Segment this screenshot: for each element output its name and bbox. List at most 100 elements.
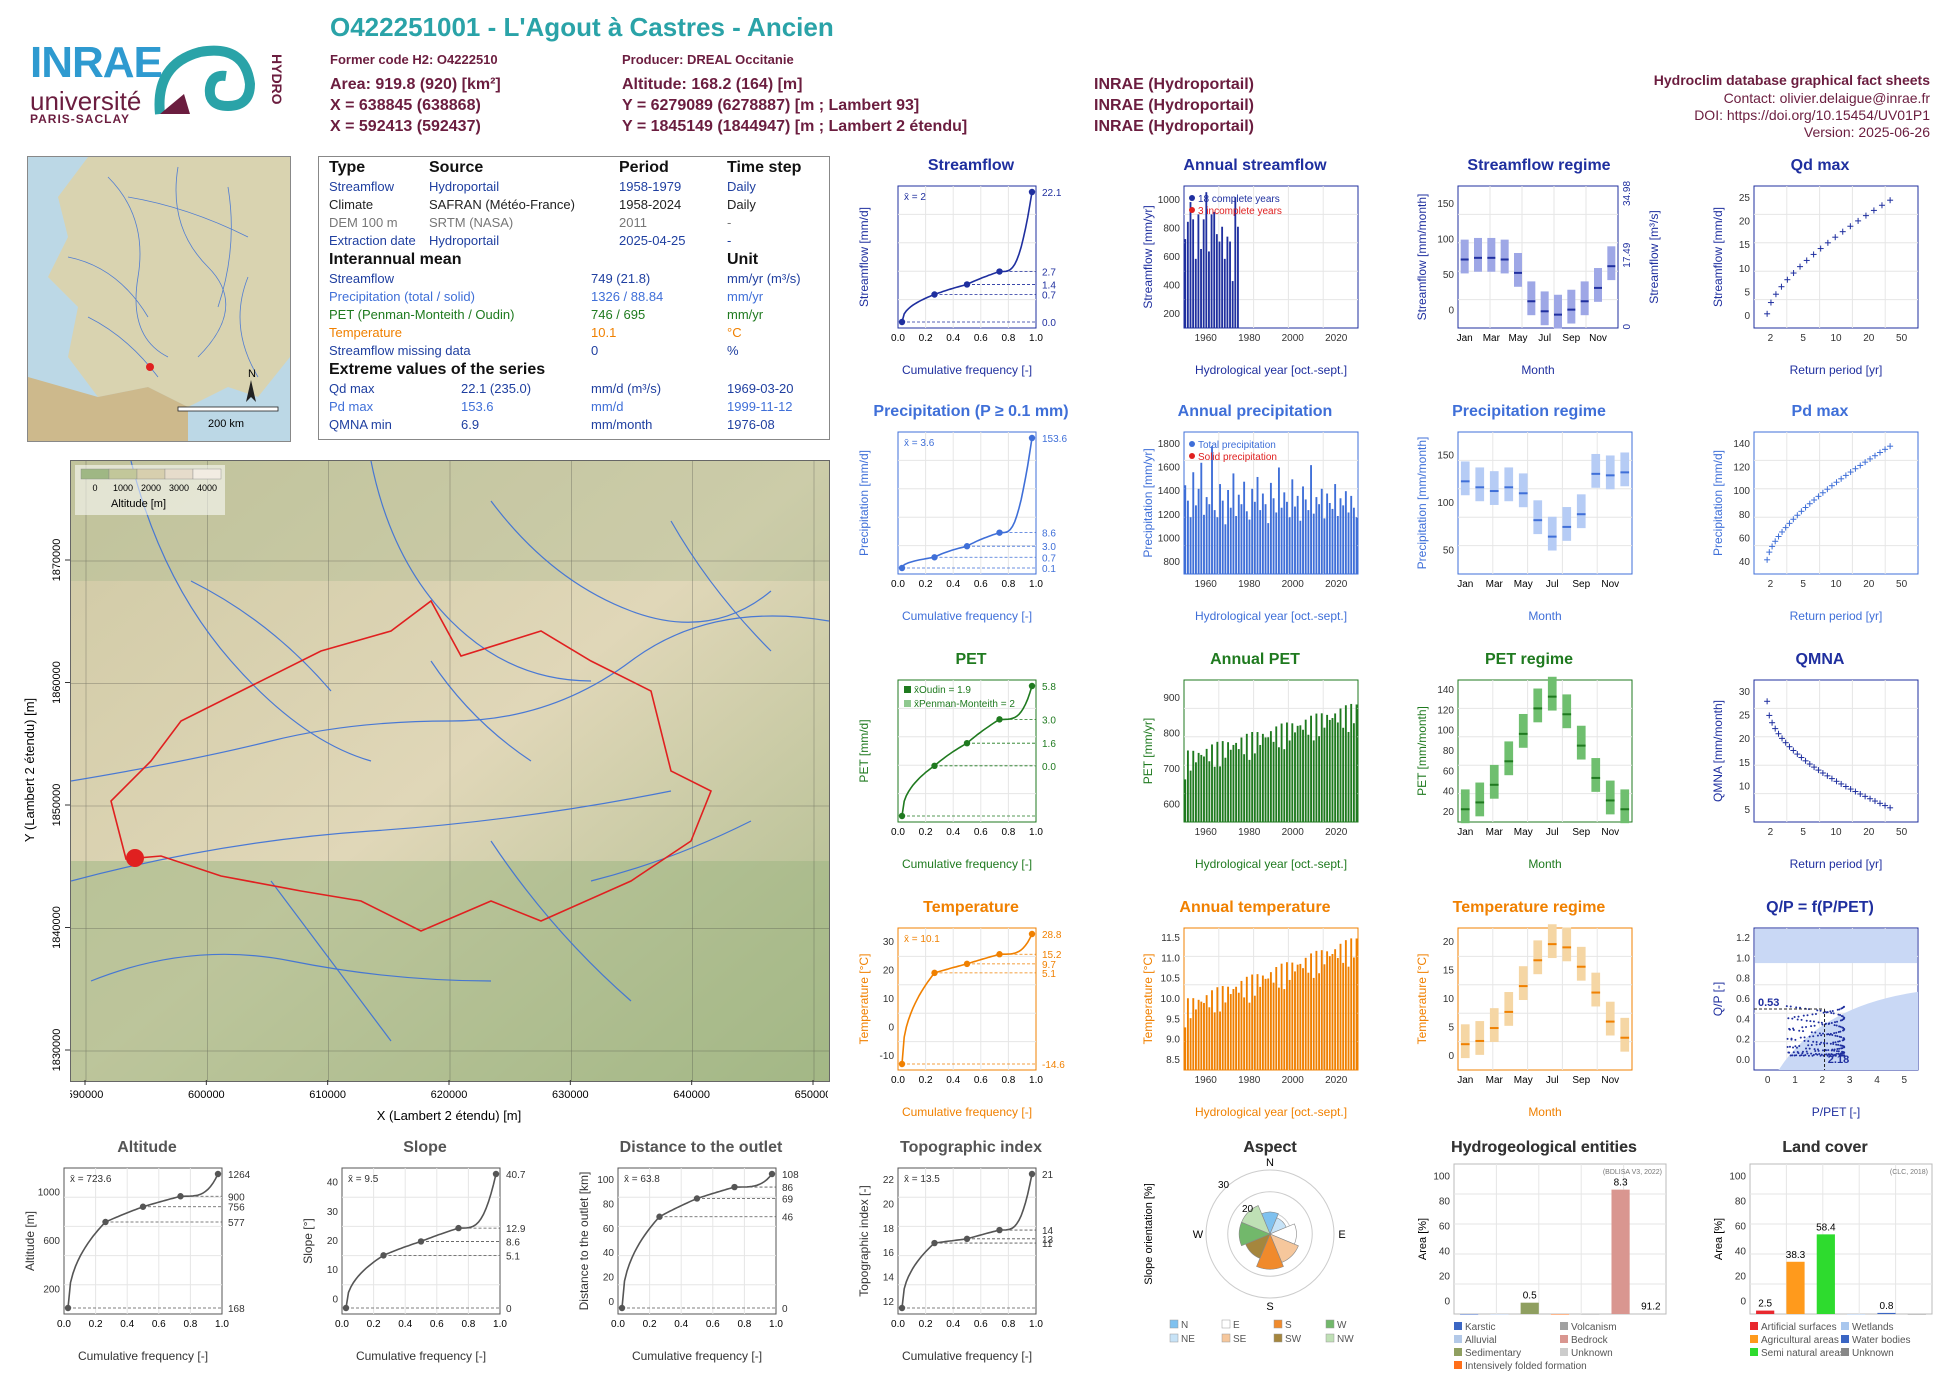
annual-bar (1339, 943, 1342, 1070)
y-axis-label: Streamflow [mm/yr] (1141, 205, 1155, 308)
month-label: Sep (1572, 827, 1590, 838)
annual-bar (1350, 938, 1353, 1070)
y-tick-label: 140 (1733, 439, 1750, 450)
x-tick-label: 1960 (1195, 827, 1218, 838)
quantile-point (177, 1193, 184, 1200)
x-axis-label: Cumulative frequency [-] (902, 857, 1032, 871)
legend-tick: 2000 (141, 483, 161, 493)
category-bar (1907, 1314, 1926, 1315)
data-point (1792, 1046, 1795, 1049)
y-tick-label: 1840000 (51, 906, 63, 949)
data-point (1816, 1034, 1819, 1037)
month-label: May (1514, 579, 1533, 590)
y-tick-label: 10 (1443, 994, 1455, 1005)
month-label: Nov (1601, 1075, 1619, 1086)
y-tick-label: 20 (1739, 217, 1751, 228)
month-label: Jan (1457, 1075, 1473, 1086)
bar-value-label: 58.4 (1816, 1222, 1836, 1233)
month-label: Jul (1546, 1075, 1559, 1086)
data-point (1842, 472, 1849, 479)
annual-bar (1197, 999, 1200, 1070)
producer: Producer: DREAL Occitanie (622, 52, 794, 67)
annual-bar (1223, 258, 1226, 328)
annual-bar (1205, 748, 1208, 822)
x-tick-label: 1.0 (1029, 1319, 1043, 1330)
source-note: (BDLISA V3, 2022) (1603, 1169, 1662, 1176)
data-point (1811, 764, 1818, 771)
direction-label: E (1338, 1229, 1345, 1241)
annual-bar (1243, 997, 1246, 1070)
bar-value-label: 0.8 (1880, 1301, 1894, 1312)
source-2: INRAE (Hydroportail) (1094, 97, 1254, 114)
right-tick-label: 168 (228, 1304, 245, 1315)
y-tick-label: 15 (1739, 758, 1751, 769)
right-tick-label: 0.0 (1042, 318, 1056, 329)
y-tick-label: 1870000 (51, 539, 63, 582)
legend-marker (1189, 441, 1195, 447)
annual-bar (1221, 226, 1224, 328)
quantile-point (931, 291, 938, 298)
annual-bar (1286, 722, 1288, 822)
annual-bar (1184, 485, 1187, 574)
x-tick-label: 10 (1830, 827, 1842, 838)
data-point (1808, 1047, 1811, 1050)
svg-text:200 km: 200 km (208, 418, 244, 430)
data-point (1816, 1009, 1819, 1012)
x-tick-label: 0.8 (1001, 1319, 1015, 1330)
y-tick-label: 60 (1735, 1222, 1747, 1233)
y-tick-label: 30 (1739, 687, 1751, 698)
annual-bar (1336, 516, 1339, 574)
x-tick-label: 0.0 (891, 1075, 905, 1086)
legend-label: Semi natural areas (1761, 1348, 1845, 1359)
y-lambert93: Y = 6279089 (6278887) [m ; Lambert 93] (622, 97, 920, 114)
chart-temp-regime: Temperature regime Month Temperature [°C] 0… (1414, 898, 1644, 1120)
annual-bar (1323, 964, 1326, 1070)
quantile-point (656, 1213, 663, 1220)
y-axis-label: Slope orientation [%] (1143, 1183, 1155, 1285)
annual-bar (1302, 968, 1304, 1070)
y-tick-label: 600 (1163, 799, 1180, 810)
chart-title: Slope (403, 1139, 447, 1156)
annual-bar (1224, 1002, 1227, 1070)
y-axis-label: Precipitation [mm/d] (1711, 450, 1725, 556)
plot-frame (1457, 431, 1633, 575)
annual-bar (1288, 517, 1291, 574)
x-tick-label: 5 (1800, 827, 1806, 838)
info-extreme-row: 22.1 (235.0) (461, 381, 532, 396)
y-tick-label: 16 (883, 1248, 895, 1259)
annual-bar (1294, 732, 1296, 822)
right-tick-label: 22.1 (1042, 188, 1062, 199)
data-point (1769, 543, 1776, 550)
quantile-point (963, 543, 971, 550)
regime-box (1547, 516, 1557, 551)
y-tick-label: 20 (1443, 807, 1455, 818)
regime-box (1460, 1024, 1470, 1059)
data-point (1792, 1051, 1795, 1054)
regime-box (1594, 268, 1602, 302)
data-point (1766, 549, 1773, 556)
annual-bar (1283, 492, 1286, 574)
data-point (1836, 1047, 1839, 1050)
data-point (1887, 443, 1894, 450)
universite-logo: université (30, 86, 142, 116)
data-point (1801, 1026, 1804, 1029)
data-point (1832, 1043, 1835, 1046)
annual-bar (1219, 1011, 1221, 1070)
x-axis-label: Cumulative frequency [-] (902, 1349, 1032, 1363)
legend-swatch (108, 468, 138, 480)
annual-bar (1184, 1027, 1187, 1070)
annual-bar (1200, 248, 1202, 328)
legend-swatch (1750, 1322, 1758, 1330)
x-tick-label: 0.2 (643, 1319, 657, 1330)
annual-bar (1328, 503, 1331, 574)
right-tick-label: 15.2 (1042, 950, 1062, 961)
data-point (1830, 1021, 1833, 1024)
chart-title: Temperature regime (1453, 899, 1606, 916)
legend-tick: 0 (92, 483, 97, 493)
annual-bar (1261, 493, 1264, 574)
data-point (1799, 1006, 1802, 1009)
data-point (1805, 1025, 1808, 1028)
doi-link[interactable]: DOI: https://doi.org/10.15454/UV01P1 (1694, 107, 1930, 123)
x-tick-label: 1960 (1195, 1075, 1218, 1086)
y-tick-label: 150 (1437, 451, 1454, 462)
